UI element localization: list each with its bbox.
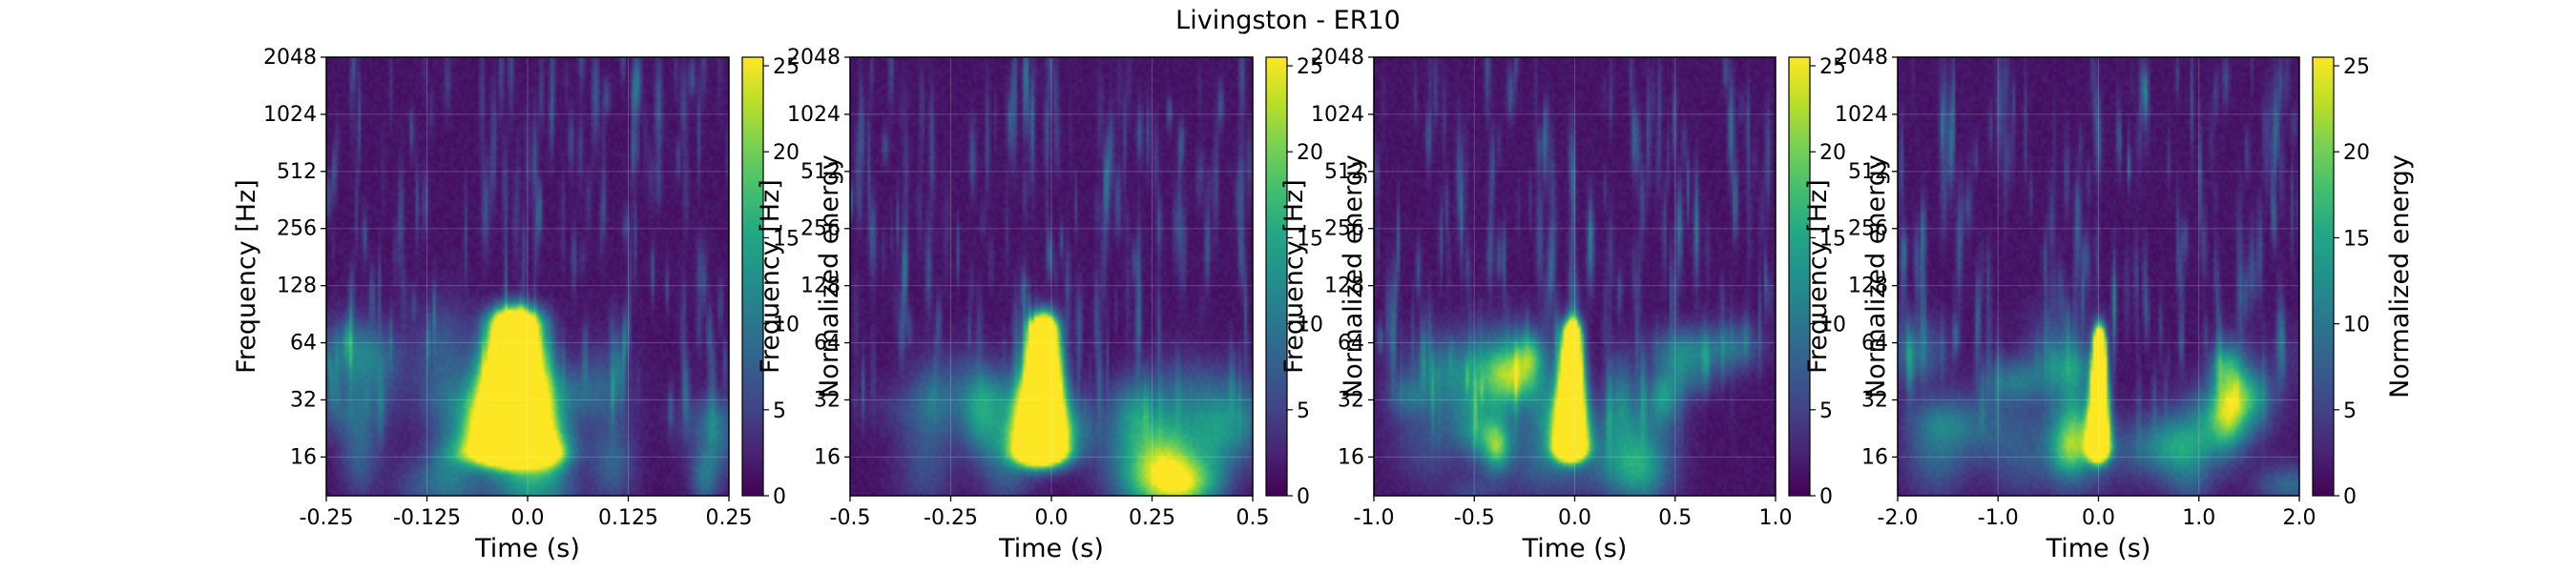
colorbar-tick-label: 15 [2343,227,2370,251]
spectrogram-panel-3: 16 32 64 128 256 512 1024 2048 -1.0 -0.5 0.0 0.5 1.0… [1279,46,1891,563]
y-axis-label: Frequency [Hz] [1279,179,1309,374]
y-tick-label: 1024 [787,103,841,127]
y-tick-label: 512 [1848,160,1888,184]
colorbar-tick-label: 5 [773,399,786,423]
x-tick-label: 0.25 [706,506,753,530]
y-axis-label: Frequency [Hz] [232,179,261,374]
y-tick-label: 2048 [263,46,317,70]
y-tick-label: 512 [277,160,317,184]
y-tick-label: 2048 [787,46,841,70]
spectrogram-panel-4: 16 32 64 128 256 512 1024 2048 -2.0 -1.0 0.0 1.0 2.0… [1803,46,2415,563]
y-tick-label: 64 [290,332,317,356]
y-tick-label: 2048 [1311,46,1364,70]
colorbar-tick-label: 0 [1297,485,1310,509]
x-tick-label: 1.0 [1759,506,1793,530]
y-tick-label: 32 [1338,388,1364,412]
x-tick-label: 1.0 [2182,506,2215,530]
colorbar-tick-label: 10 [2343,314,2370,337]
spectrogram-panel-2: 16 32 64 128 256 512 1024 2048 -0.5 -0.25 0.0 0.25 0… [756,46,1368,563]
x-tick-label: 2.0 [2283,506,2316,530]
x-tick-label: -0.5 [1454,506,1495,530]
x-tick-label: 0.25 [1129,506,1175,530]
y-tick-label: 256 [1848,217,1888,241]
x-tick-label: -1.0 [1978,506,2019,530]
colorbar-tick-label: 20 [1297,141,1323,165]
y-tick-label: 256 [277,217,317,241]
y-tick-label: 256 [800,217,841,241]
colorbar-tick-label: 5 [2343,399,2357,423]
x-tick-label: 0.0 [511,506,545,530]
y-tick-label: 16 [814,445,841,469]
y-tick-label: 1024 [263,103,317,127]
x-tick-label: -0.125 [393,506,461,530]
y-tick-label: 64 [1861,332,1888,356]
colorbar-tick-label: 5 [1819,399,1833,423]
y-tick-label: 32 [290,388,317,412]
x-tick-label: 0.0 [1035,506,1069,530]
y-tick-label: 128 [277,275,317,298]
y-tick-label: 128 [800,275,841,298]
x-tick-label: -1.0 [1354,506,1395,530]
colorbar-tick-label: 5 [1297,399,1310,423]
y-tick-label: 64 [814,332,841,356]
x-tick-label: 0.5 [1658,506,1692,530]
y-axis-label: Frequency [Hz] [756,179,785,374]
x-tick-label: 0.0 [2082,506,2115,530]
y-tick-label: 1024 [1311,103,1364,127]
y-axis-label: Frequency [Hz] [1803,179,1833,374]
y-tick-label: 2048 [1835,46,1888,70]
colorbar-label: Normalized energy [2385,154,2415,398]
y-tick-label: 16 [1338,445,1364,469]
x-tick-label: -2.0 [1878,506,1919,530]
x-tick-label: 0.125 [598,506,658,530]
x-axis-label: Time (s) [2046,534,2151,563]
x-axis-label: Time (s) [998,534,1104,563]
colorbar-tick-label: 20 [773,141,800,165]
y-tick-label: 128 [1848,275,1888,298]
y-tick-label: 512 [1324,160,1364,184]
y-tick-label: 32 [1861,388,1888,412]
colorbar-tick-label: 20 [1819,141,1846,165]
x-tick-label: -0.5 [830,506,871,530]
colorbar-tick-label: 0 [773,485,786,509]
colorbar-tick-label: 20 [2343,141,2370,165]
x-tick-label: 0.5 [1236,506,1270,530]
y-tick-label: 16 [290,445,317,469]
x-axis-label: Time (s) [474,534,580,563]
x-axis-label: Time (s) [1522,534,1628,563]
colorbar-tick-label: 25 [2343,55,2370,79]
y-tick-label: 256 [1324,217,1364,241]
x-tick-label: -0.25 [300,506,354,530]
y-tick-label: 16 [1861,445,1888,469]
y-tick-label: 64 [1338,332,1364,356]
spectrogram-panel-1: 16 32 64 128 256 512 1024 2048 -0.25 -0.125 0.0 0.1… [232,46,844,563]
x-tick-label: -0.25 [924,506,978,530]
colorbar-tick-label: 0 [1819,485,1833,509]
y-tick-label: 128 [1324,275,1364,298]
y-tick-label: 1024 [1835,103,1888,127]
x-tick-label: 0.0 [1558,506,1591,530]
y-tick-label: 32 [814,388,841,412]
colorbar-tick-label: 0 [2343,485,2357,509]
colorbar-4 [2313,57,2334,496]
y-tick-label: 512 [800,160,841,184]
